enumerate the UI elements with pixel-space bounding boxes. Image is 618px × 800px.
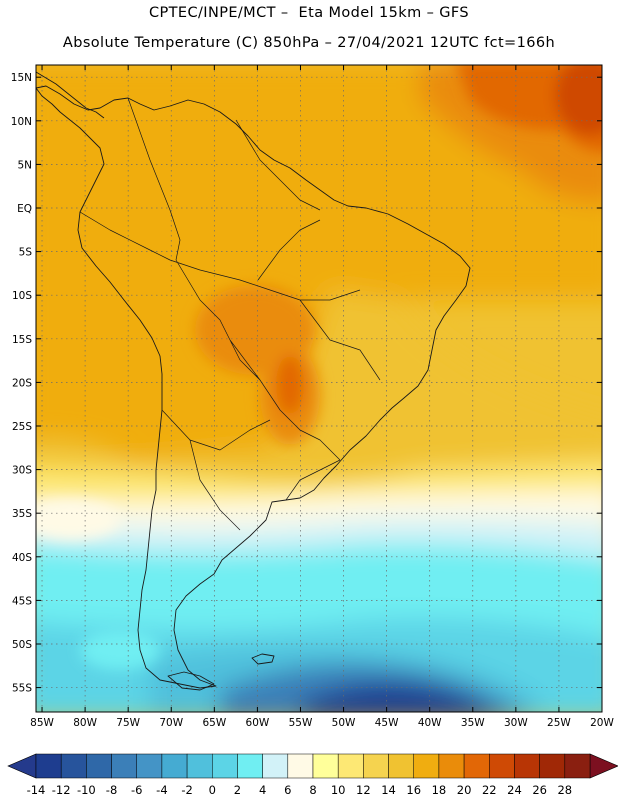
colorbar-label: -6 <box>131 783 142 797</box>
colorbar-over-arrow <box>589 753 618 779</box>
colorbar-label: 8 <box>309 783 316 797</box>
colorbar-swatch <box>111 753 137 779</box>
colorbar-swatch <box>564 753 591 779</box>
colorbar-label: 26 <box>532 783 547 797</box>
lon-tick-label: 65W <box>202 717 226 729</box>
map-title-line-2: Absolute Temperature (C) 850hPa – 27/04/… <box>62 35 556 51</box>
colorbar-swatch <box>388 753 414 779</box>
colorbar-swatch <box>413 753 440 779</box>
field-band-neg14 <box>300 684 491 712</box>
colorbar-swatch <box>489 753 515 779</box>
field-pacific-cool <box>36 500 120 540</box>
latitude-axis: 15N 10N 5N EQ 5S 10S 15S 20S 25S 30S 35S 40S 45S 50S 5… <box>11 72 602 695</box>
lat-tick-label: EQ <box>17 203 32 215</box>
colorbar-label: -2 <box>181 783 192 797</box>
national-borders <box>79 97 381 531</box>
colorbar-label: 10 <box>331 783 346 797</box>
south-america-coastline <box>36 85 471 689</box>
colorbar-label: 6 <box>284 783 291 797</box>
colorbar-label: 28 <box>557 783 572 797</box>
lon-tick-label: 25W <box>547 717 571 729</box>
field-heat-core <box>276 355 304 415</box>
tierra-del-fuego <box>167 671 215 691</box>
colorbar-swatch <box>60 753 87 779</box>
colorbar-swatch <box>136 753 163 779</box>
lon-tick-label: 40W <box>418 717 442 729</box>
colorbar-swatch <box>86 753 112 779</box>
lat-tick-label: 10S <box>12 290 32 302</box>
colorbar-swatch <box>212 753 238 779</box>
colorbar-swatch <box>438 753 465 779</box>
lon-tick-label: 70W <box>159 717 183 729</box>
colorbar-swatch <box>463 753 490 779</box>
temperature-field <box>36 65 602 712</box>
colorbar-label: -12 <box>52 783 71 797</box>
lon-tick-label: 20W <box>590 717 614 729</box>
lat-tick-label: 5N <box>17 159 32 171</box>
colorbar-label: 4 <box>259 783 266 797</box>
colorbar-label: -8 <box>106 783 117 797</box>
colorbar-swatch <box>287 753 314 779</box>
colorbar-label: 0 <box>209 783 216 797</box>
colorbar-under-arrow <box>7 753 37 779</box>
colorbar-swatch <box>237 753 263 779</box>
falkland-islands <box>251 653 275 665</box>
map-frame <box>35 64 603 713</box>
lat-tick-label: 55S <box>12 683 32 695</box>
lon-tick-label: 75W <box>116 717 140 729</box>
lon-tick-label: 85W <box>30 717 54 729</box>
colorbar-swatch <box>514 753 540 779</box>
lon-tick-label: 35W <box>461 717 485 729</box>
colorbar-label: 20 <box>457 783 472 797</box>
lat-tick-label: 15S <box>12 334 32 346</box>
lat-tick-label: 30S <box>12 465 32 477</box>
lon-tick-label: 50W <box>332 717 356 729</box>
lat-tick-label: 10N <box>11 116 32 128</box>
colorbar-swatch <box>312 753 339 779</box>
lat-tick-label: 15N <box>11 72 32 84</box>
colorbar-label: -4 <box>156 783 167 797</box>
colorbar-label: 2 <box>234 783 241 797</box>
lon-tick-label: 45W <box>375 717 399 729</box>
longitude-axis: 85W 80W 75W 70W 65W 60W 55W 50W 45W 40W 35W 30W 25W 2… <box>30 65 614 729</box>
lon-tick-label: 80W <box>73 717 97 729</box>
colorbar-swatch <box>161 753 188 779</box>
temperature-colorbar: -14 -12 -10 -8 -6 -4 -2 0 2 4 6 8 10 12 14 16 18 20 22 24 26… <box>7 753 618 797</box>
colorbar-swatch <box>337 753 364 779</box>
colorbar-swatch <box>363 753 389 779</box>
colorbar-swatch <box>186 753 213 779</box>
lat-tick-label: 25S <box>12 421 32 433</box>
central-america-coast <box>36 71 105 119</box>
lat-tick-label: 35S <box>12 508 32 520</box>
colorbar-swatch <box>262 753 289 779</box>
colorbar-swatch <box>35 753 62 779</box>
lat-tick-label: 5S <box>19 247 33 259</box>
colorbar-label: 12 <box>356 783 371 797</box>
colorbar-label: 16 <box>406 783 421 797</box>
lon-tick-label: 30W <box>504 717 528 729</box>
colorbar-swatch <box>539 753 566 779</box>
colorbar-label: 14 <box>381 783 396 797</box>
colorbar-label: 22 <box>482 783 497 797</box>
field-hotspot-24 <box>555 65 602 135</box>
lat-tick-label: 20S <box>12 377 32 389</box>
lat-tick-label: 40S <box>12 552 32 564</box>
colorbar-label: 18 <box>432 783 447 797</box>
colorbar-label: 24 <box>507 783 522 797</box>
map-title-line-1: CPTEC/INPE/MCT – Eta Model 15km – GFS <box>148 5 470 21</box>
lon-tick-label: 60W <box>246 717 270 729</box>
lat-tick-label: 45S <box>12 595 32 607</box>
colorbar-label: -10 <box>77 783 96 797</box>
lat-tick-label: 50S <box>12 639 32 651</box>
lon-tick-label: 55W <box>289 717 313 729</box>
colorbar-label: -14 <box>27 783 46 797</box>
field-patagonia-cool <box>80 630 160 670</box>
